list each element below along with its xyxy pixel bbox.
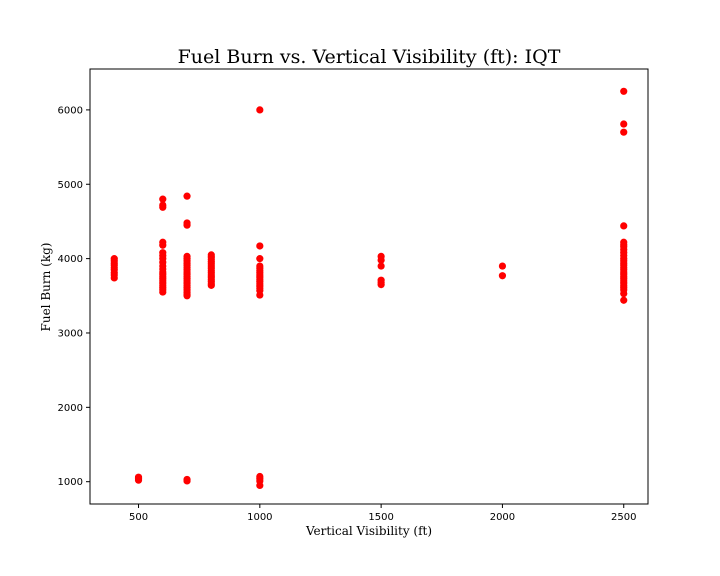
data-point bbox=[377, 281, 385, 289]
data-point bbox=[498, 272, 507, 280]
x-axis-label: Vertical Visibility (ft) bbox=[305, 524, 432, 538]
data-point bbox=[620, 87, 628, 95]
plot-area-frame bbox=[89, 68, 649, 505]
data-point bbox=[498, 262, 507, 270]
data-point bbox=[159, 195, 167, 203]
data-point bbox=[159, 288, 167, 296]
y-tick-label: 4000 bbox=[58, 254, 83, 265]
data-point bbox=[159, 203, 167, 211]
chart-title: Fuel Burn vs. Vertical Visibility (ft): … bbox=[178, 46, 561, 68]
y-axis-label: Fuel Burn (kg) bbox=[39, 243, 53, 332]
data-point bbox=[256, 481, 264, 490]
data-point bbox=[110, 274, 118, 282]
x-tick-label: 1000 bbox=[247, 512, 272, 523]
y-axis-ticks: 1000 2000 3000 4000 5000 6000 bbox=[58, 105, 90, 488]
data-point bbox=[183, 221, 191, 229]
x-tick-label: 500 bbox=[129, 512, 148, 523]
data-points bbox=[110, 87, 628, 490]
data-point bbox=[377, 256, 385, 264]
data-point bbox=[183, 477, 191, 485]
x-tick-label: 1500 bbox=[368, 512, 393, 523]
y-tick-label: 3000 bbox=[58, 328, 83, 339]
data-point bbox=[620, 289, 628, 298]
data-point bbox=[620, 128, 628, 136]
x-axis-ticks: 500 1000 1500 2000 2500 bbox=[129, 504, 636, 523]
y-tick-label: 5000 bbox=[58, 180, 83, 191]
data-point bbox=[377, 262, 385, 270]
data-point bbox=[159, 241, 167, 249]
data-point bbox=[620, 296, 628, 304]
data-point bbox=[183, 292, 191, 300]
data-point bbox=[134, 476, 143, 484]
y-tick-label: 2000 bbox=[58, 403, 83, 414]
data-point bbox=[256, 291, 264, 299]
x-tick-label: 2500 bbox=[611, 512, 636, 523]
data-point bbox=[183, 192, 191, 200]
y-tick-label: 1000 bbox=[58, 477, 83, 488]
data-point bbox=[256, 255, 264, 263]
data-point bbox=[620, 120, 628, 128]
x-tick-label: 2000 bbox=[490, 512, 515, 523]
y-tick-label: 6000 bbox=[58, 105, 83, 116]
data-point bbox=[256, 242, 264, 250]
data-point bbox=[207, 281, 215, 289]
data-point bbox=[620, 222, 628, 230]
data-point bbox=[256, 106, 264, 114]
